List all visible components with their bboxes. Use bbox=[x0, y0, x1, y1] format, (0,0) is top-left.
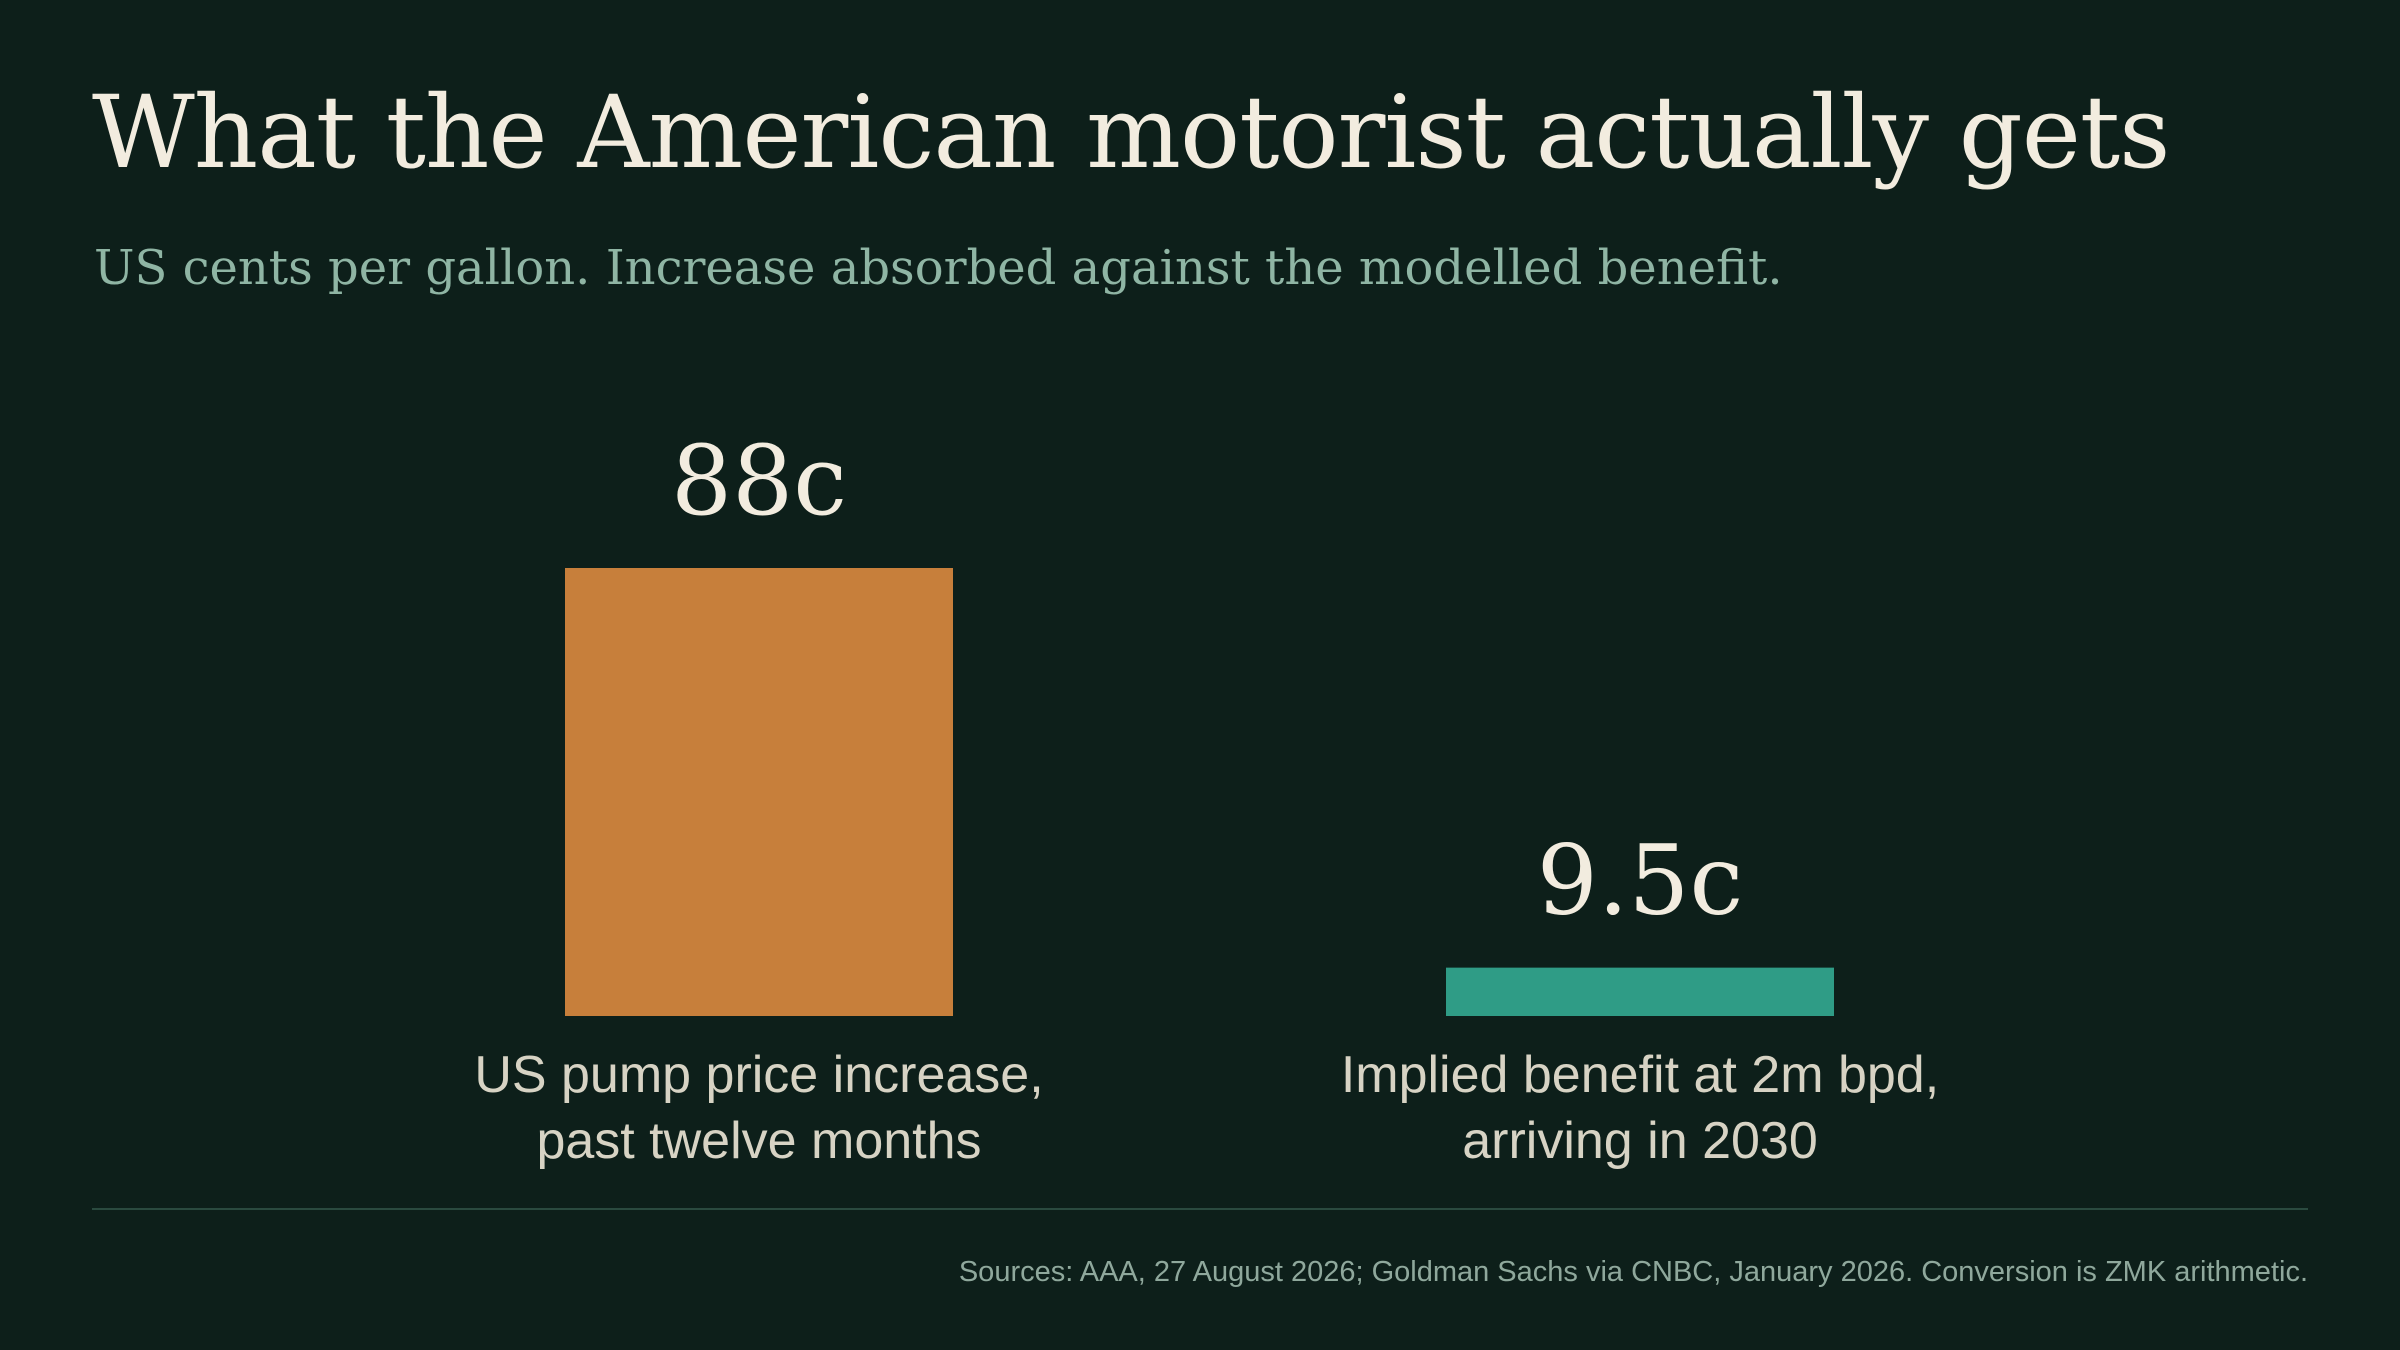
bar-2 bbox=[1446, 967, 1834, 1016]
bar-1 bbox=[565, 568, 953, 1016]
bar-value-label-2: 9.5c bbox=[1537, 825, 1743, 937]
bar-value-label-1: 88c bbox=[671, 425, 847, 537]
category-label-2-line-2: arriving in 2030 bbox=[1462, 1112, 1818, 1170]
chart-title: What the American motorist actually gets bbox=[92, 74, 2170, 191]
category-label-1-line-2: past twelve months bbox=[536, 1112, 981, 1170]
bars-layer: 88c US pump price increase, past twelve mo… bbox=[474, 425, 1939, 1170]
footer-divider bbox=[92, 1208, 2308, 1210]
category-label-2-line-1: Implied benefit at 2m bpd, bbox=[1341, 1046, 1939, 1104]
chart-subtitle: US cents per gallon. Increase absorbed a… bbox=[94, 240, 1783, 296]
source-note: Sources: AAA, 27 August 2026; Goldman Sa… bbox=[958, 1256, 2308, 1288]
category-label-1-line-1: US pump price increase, bbox=[474, 1046, 1043, 1104]
